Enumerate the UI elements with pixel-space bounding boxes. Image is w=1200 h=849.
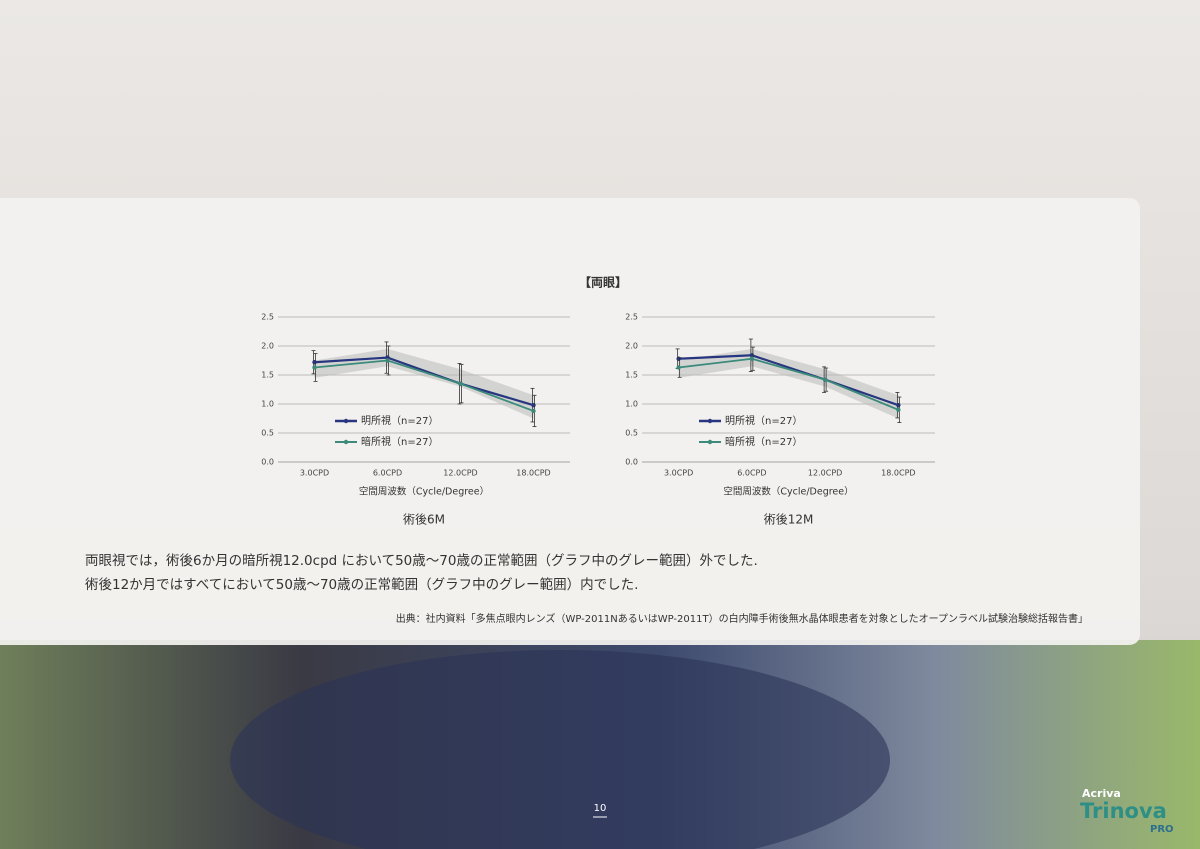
point <box>896 402 901 408</box>
x-tick-label: 18.0CPD <box>881 469 915 478</box>
legend-label: 暗所視（n=27） <box>361 435 438 448</box>
y-tick-label: 2.0 <box>625 342 638 351</box>
x-tick-label: 6.0CPD <box>373 469 402 478</box>
point <box>896 407 901 412</box>
source: 出典：社内資料「多焦点眼内レンズ（WP-2011NあるいはWP-2011T）の白… <box>396 612 1088 625</box>
point <box>531 402 536 408</box>
logo-brand: Acriva <box>1082 787 1121 800</box>
point <box>749 356 755 361</box>
y-tick-label: 0.5 <box>625 429 638 438</box>
y-tick-label: 0.5 <box>261 429 274 438</box>
y-tick-label: 1.5 <box>261 371 274 380</box>
y-tick-label: 0.0 <box>261 458 274 467</box>
y-tick-label: 1.0 <box>261 400 274 409</box>
legend-label: 明所視（n=27） <box>361 414 438 427</box>
y-tick-label: 2.5 <box>625 313 638 322</box>
panel <box>0 198 1140 645</box>
legend-marker <box>707 418 713 424</box>
body-text: 両眼視では，術後6か月の暗所視12.0cpd において50歳〜70歳の正常範囲（… <box>85 553 758 569</box>
point <box>676 365 681 370</box>
point <box>312 365 317 370</box>
legend-marker <box>707 439 713 445</box>
x-tick-label: 3.0CPD <box>664 469 693 478</box>
x-tick-label: 18.0CPD <box>516 469 550 478</box>
series-line <box>314 356 534 407</box>
x-tick-label: 12.0CPD <box>808 469 842 478</box>
legend-marker <box>343 439 349 445</box>
y-tick-label: 1.0 <box>625 400 638 409</box>
normal-range <box>678 348 899 419</box>
point <box>312 360 317 365</box>
chart-title: 術後12M <box>764 513 814 527</box>
x-axis-label: 空間周波数（Cycle/Degree） <box>359 486 489 498</box>
logo-suffix: PRO <box>1150 824 1174 835</box>
x-tick-label: 6.0CPD <box>737 469 766 478</box>
chart-title: 術後6M <box>403 513 445 527</box>
series-line <box>678 357 899 411</box>
y-tick-label: 2.0 <box>261 342 274 351</box>
point <box>385 358 390 363</box>
logo-name: Trinova <box>1080 799 1167 823</box>
series-line <box>678 354 899 407</box>
butterfly-wing <box>230 650 890 849</box>
x-tick-label: 12.0CPD <box>443 469 477 478</box>
y-tick-label: 2.5 <box>261 313 274 322</box>
x-tick-label: 3.0CPD <box>300 469 329 478</box>
legend-label: 明所視（n=27） <box>725 414 802 427</box>
y-tick-label: 0.0 <box>625 458 638 467</box>
legend-label: 暗所視（n=27） <box>725 435 802 448</box>
heading: 【両眼】 <box>579 275 627 290</box>
x-axis-label: 空間周波数（Cycle/Degree） <box>723 486 853 498</box>
normal-range <box>314 348 534 419</box>
point <box>531 408 536 414</box>
page-number: 10 <box>594 803 607 814</box>
legend-marker <box>343 418 349 424</box>
point <box>822 377 828 382</box>
series-line <box>314 359 534 412</box>
body-text: 術後12か月ではすべてにおいて50歳〜70歳の正常範囲（グラフ中のグレー範囲）内… <box>85 577 638 593</box>
y-tick-label: 1.5 <box>625 371 638 380</box>
point <box>458 381 463 386</box>
